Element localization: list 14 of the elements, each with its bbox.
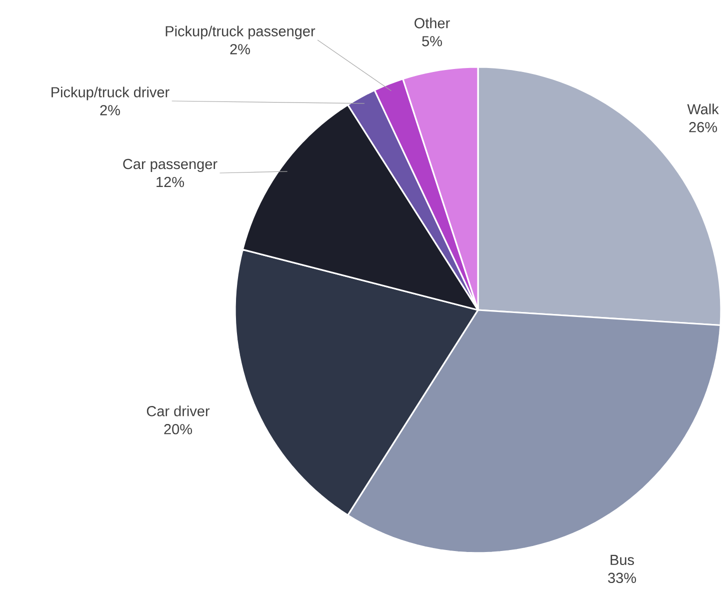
data-label: 2% — [230, 44, 250, 54]
data-label: 33% — [608, 572, 636, 584]
data-label: 2% — [100, 105, 120, 116]
data-label: 20% — [164, 424, 192, 434]
data-label: 12% — [156, 176, 184, 188]
slice-label: Car passenger — [123, 158, 218, 172]
data-label: 5% — [422, 36, 442, 46]
slice-label: Pickup/truck driver — [52, 86, 170, 100]
slice-label: Walk — [687, 104, 719, 114]
slice-label: Other — [414, 18, 450, 28]
slice-label: Bus — [610, 554, 634, 566]
slice-label: Car driver — [146, 406, 210, 416]
slice-label: Pickup/truck passenger — [166, 26, 316, 40]
data-label: 26% — [689, 122, 718, 132]
